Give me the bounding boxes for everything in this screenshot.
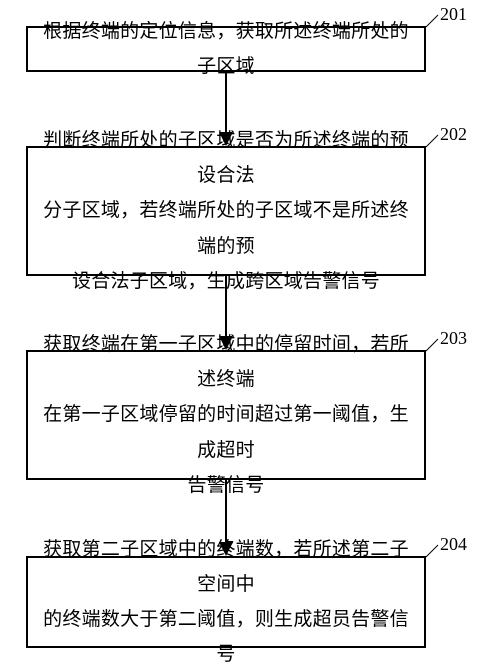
flow-node-202-text: 判断终端所处的子区域是否为所述终端的预设合法 分子区域，若终端所处的子区域不是所…	[36, 123, 416, 299]
flow-label-202: 202	[440, 124, 467, 145]
flow-node-203: 获取终端在第一子区域中的停留时间，若所述终端 在第一子区域停留的时间超过第一阈值…	[26, 350, 426, 480]
flow-node-204-text: 获取第二子区域中的终端数，若所述第二子空间中 的终端数大于第二阈值，则生成超员告…	[36, 532, 416, 672]
flow-node-201: 根据终端的定位信息，获取所述终端所处的子区域	[26, 26, 426, 72]
flow-node-202: 判断终端所处的子区域是否为所述终端的预设合法 分子区域，若终端所处的子区域不是所…	[26, 146, 426, 276]
flowchart-canvas: 根据终端的定位信息，获取所述终端所处的子区域 201 判断终端所处的子区域是否为…	[0, 0, 502, 671]
flow-label-201: 201	[440, 4, 467, 25]
flow-node-204: 获取第二子区域中的终端数，若所述第二子空间中 的终端数大于第二阈值，则生成超员告…	[26, 556, 426, 648]
flow-label-203: 203	[440, 328, 467, 349]
flow-label-204: 204	[440, 534, 467, 555]
flow-node-203-text: 获取终端在第一子区域中的停留时间，若所述终端 在第一子区域停留的时间超过第一阈值…	[36, 327, 416, 503]
